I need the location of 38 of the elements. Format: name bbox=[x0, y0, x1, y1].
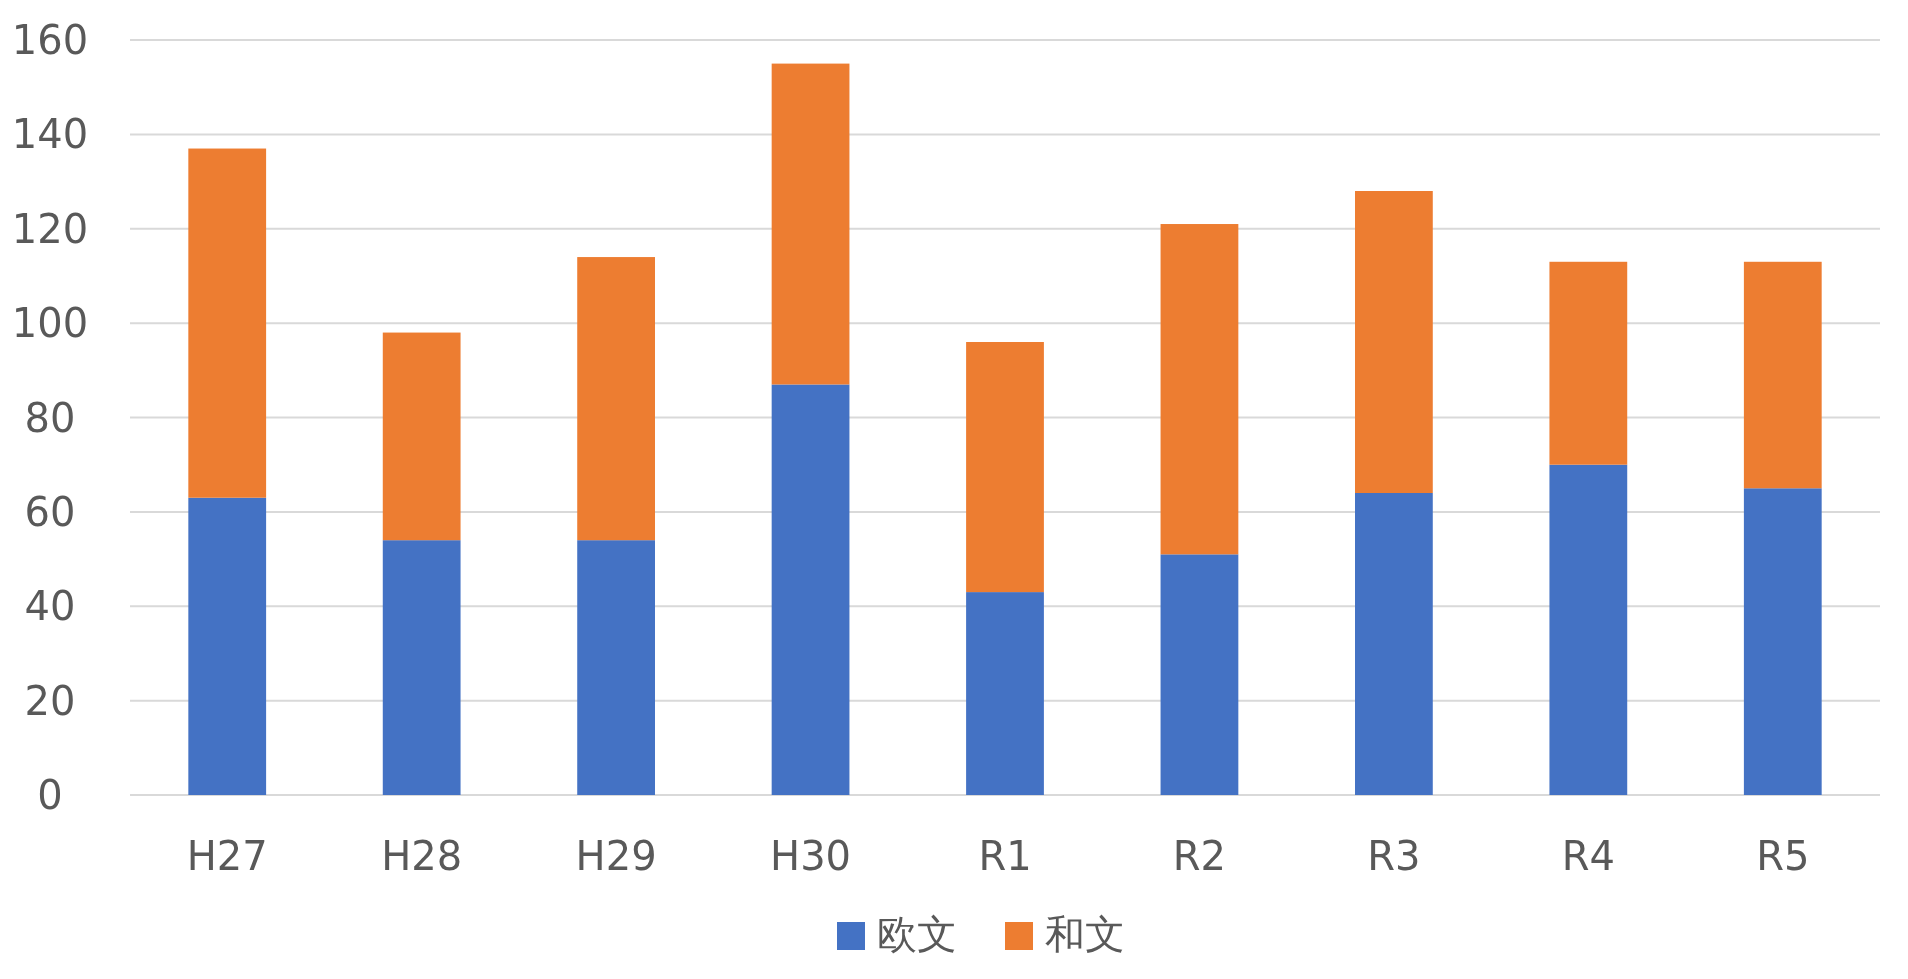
bar bbox=[771, 63, 850, 385]
y-tick-label: 160 bbox=[11, 17, 89, 63]
bar bbox=[188, 148, 267, 498]
x-tick-label: R1 bbox=[978, 833, 1032, 879]
bar bbox=[1743, 488, 1822, 795]
bar bbox=[188, 497, 267, 795]
x-tick-label: R2 bbox=[1172, 833, 1227, 879]
y-tick-label: 20 bbox=[24, 677, 76, 724]
x-tick-label: H28 bbox=[381, 833, 463, 879]
y-tick-label: 40 bbox=[24, 583, 76, 630]
bar bbox=[1549, 464, 1628, 795]
legend-label: 和文 bbox=[1045, 911, 1125, 957]
x-tick-label: H30 bbox=[770, 833, 852, 879]
y-tick-label: 120 bbox=[11, 205, 89, 252]
x-tick-label: R3 bbox=[1367, 833, 1421, 879]
bar bbox=[382, 332, 461, 541]
bar bbox=[577, 540, 655, 795]
x-tick-label: H27 bbox=[186, 833, 268, 879]
y-tick-label: 100 bbox=[11, 300, 89, 347]
y-tick-label: 140 bbox=[11, 111, 89, 158]
legend-label: 欧文 bbox=[877, 911, 957, 957]
bar bbox=[382, 540, 461, 795]
bar bbox=[1743, 261, 1822, 489]
x-tick-label: H29 bbox=[575, 833, 657, 879]
bar bbox=[1160, 224, 1239, 555]
y-tick-label: 80 bbox=[24, 394, 76, 441]
bar bbox=[1160, 554, 1239, 795]
x-tick-label: R4 bbox=[1561, 833, 1615, 879]
bar bbox=[577, 257, 655, 541]
bar bbox=[1355, 493, 1433, 795]
y-tick-label: 0 bbox=[37, 772, 63, 818]
bar bbox=[966, 592, 1044, 795]
bar bbox=[966, 342, 1044, 593]
bar bbox=[771, 384, 850, 795]
y-tick-label: 60 bbox=[24, 488, 76, 535]
bar bbox=[1549, 261, 1628, 465]
bar bbox=[1355, 191, 1433, 493]
x-tick-label: R5 bbox=[1756, 833, 1810, 879]
